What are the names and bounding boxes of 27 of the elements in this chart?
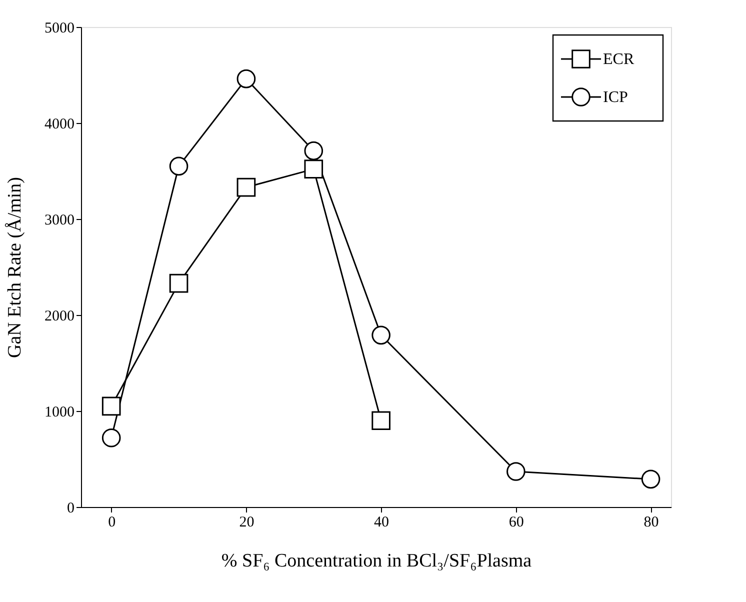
y-tick-label: 2000 [44,308,74,324]
point [169,274,188,293]
legend-label: ECR [603,51,634,68]
x-tick-label: 60 [508,514,524,530]
y-tick-label: 5000 [44,20,74,36]
x-axis-title: % SF₆ Concentration in BCl₃/SF₆Plasma [221,550,532,572]
point [372,326,390,345]
point [169,156,188,176]
point [304,141,324,160]
point [236,178,256,197]
point [641,470,660,489]
y-tick-label: 0 [67,500,74,516]
y-tick-label: 4000 [44,116,74,132]
point [236,69,256,88]
point [102,396,121,416]
y-tick-label: 3000 [44,212,74,228]
x-tick-label: 40 [374,514,390,530]
x-tick-label: 80 [644,514,659,530]
point [506,462,526,481]
y-axis-title: GaN Etch Rate (Å/min) [4,177,26,358]
point [372,411,390,430]
point [304,160,324,178]
y-tick-label: 1000 [44,404,74,420]
legend-label: ICP [603,89,628,106]
x-tick-label: 20 [239,514,254,530]
x-tick-label: 0 [108,514,116,530]
point [102,428,121,448]
